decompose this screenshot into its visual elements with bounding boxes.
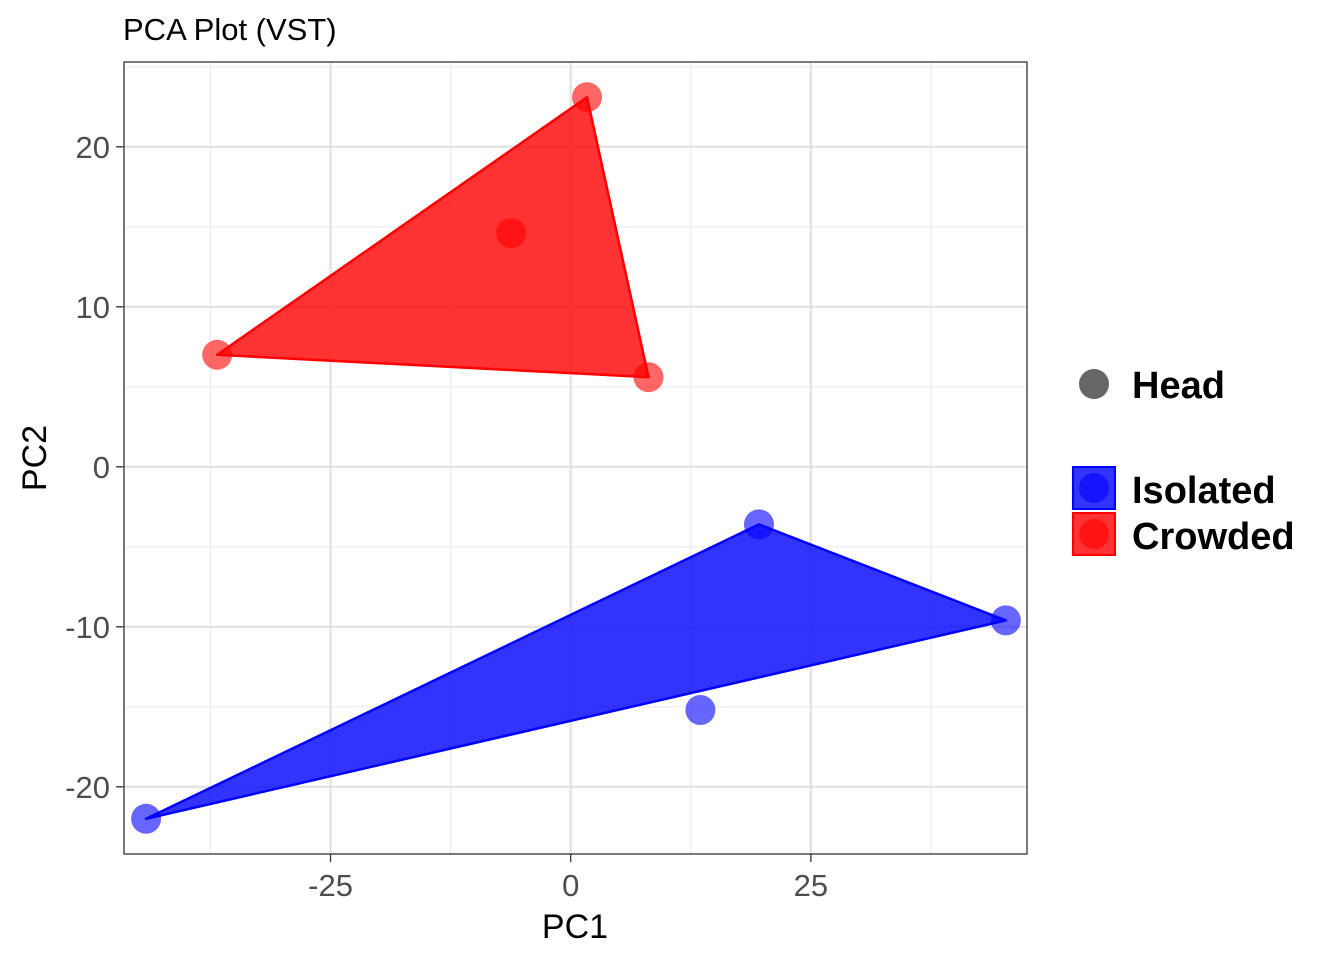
- point-crowded: [572, 82, 603, 113]
- chart-title: PCA Plot (VST): [123, 12, 337, 47]
- y-tick-label: -20: [65, 770, 110, 805]
- y-tick-label: -10: [65, 610, 110, 645]
- point-crowded: [496, 218, 527, 249]
- point-isolated: [131, 803, 162, 834]
- point-isolated: [685, 695, 716, 725]
- legend: Head Isolated Crowded: [1072, 365, 1295, 558]
- point-isolated: [743, 509, 774, 540]
- minor-gridlines: [124, 62, 1027, 854]
- hull-crowded: [215, 95, 650, 379]
- y-axis-title: PC2: [16, 425, 54, 491]
- legend-dot-isolated: [1079, 473, 1109, 503]
- legend-shape-key: [1079, 369, 1109, 399]
- hull-isolated: [144, 523, 1008, 821]
- legend-label-head: Head: [1132, 365, 1225, 407]
- data-points: [131, 82, 1021, 834]
- legend-label-crowded: Crowded: [1132, 516, 1295, 558]
- plot-border: [123, 61, 1028, 855]
- legend-label-isolated: Isolated: [1132, 470, 1276, 512]
- x-tick-label: -25: [308, 868, 353, 903]
- x-tick-label: 0: [562, 868, 579, 903]
- y-tick-label: 0: [93, 450, 110, 485]
- y-tick-label: 20: [76, 130, 110, 165]
- point-crowded: [202, 339, 233, 370]
- x-tick-label: 25: [794, 868, 828, 903]
- point-isolated: [990, 605, 1021, 636]
- x-axis-title: PC1: [542, 908, 608, 946]
- x-axis-ticks: -25 0 25: [308, 854, 828, 903]
- y-tick-label: 10: [76, 290, 110, 325]
- point-crowded: [633, 362, 664, 393]
- y-axis-ticks: -20 -10 0 10 20: [65, 130, 124, 805]
- legend-dot-crowded: [1079, 519, 1109, 549]
- hull-polygons: [144, 95, 1008, 821]
